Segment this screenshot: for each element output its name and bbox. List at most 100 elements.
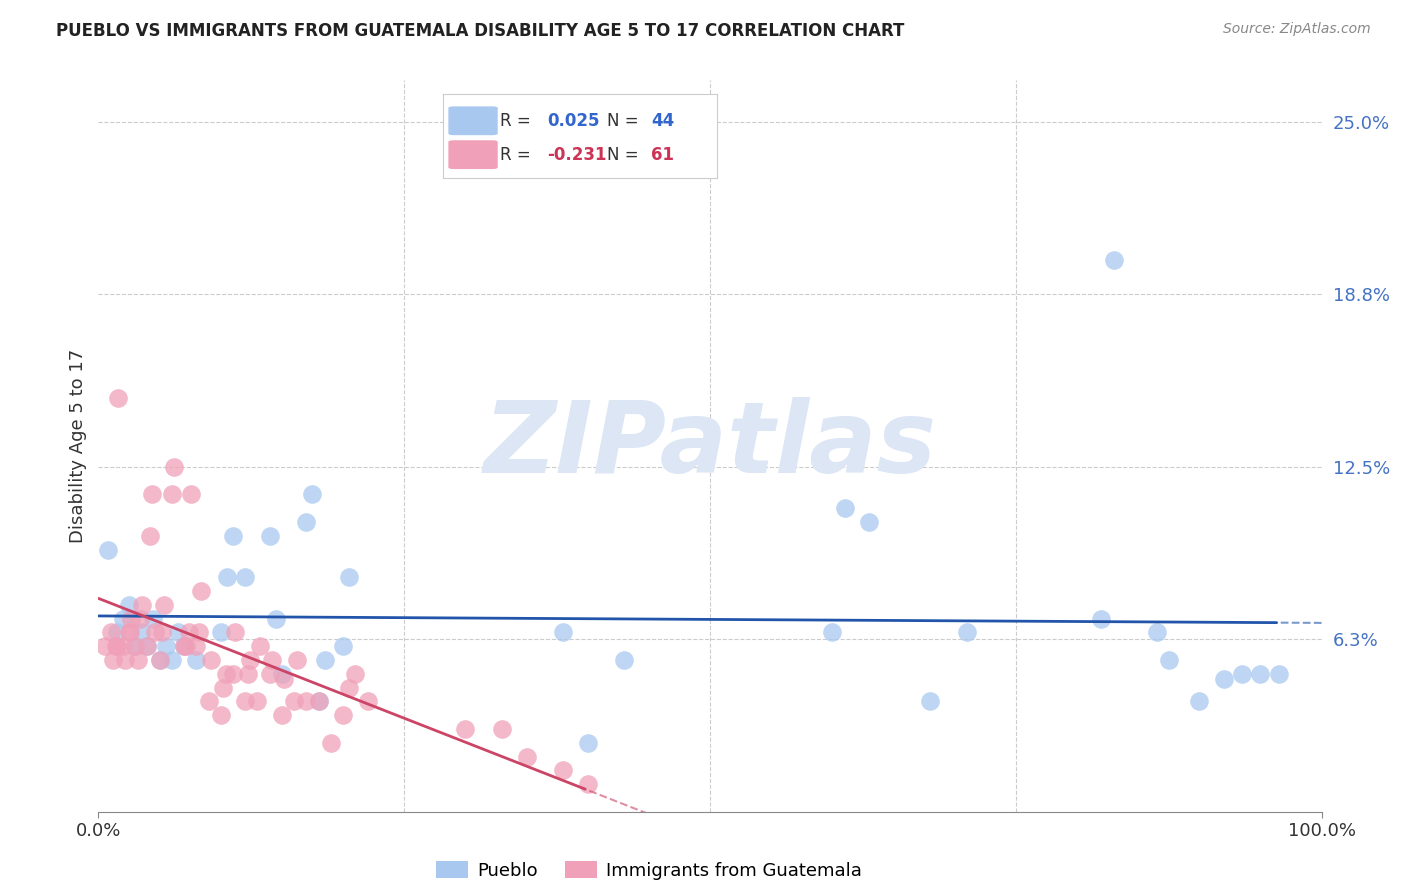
Point [270,666,294,681]
Point [246,694,269,708]
Point [314,653,336,667]
Point [233,694,256,708]
Point [515,749,537,764]
Point [821,625,844,640]
Point [149,653,172,667]
Point [160,487,183,501]
Point [858,515,880,529]
Point [197,694,219,708]
Point [920,694,942,708]
Point [337,570,360,584]
Point [118,625,141,640]
Point [285,653,308,667]
Point [153,598,176,612]
Point [180,487,202,501]
Point [956,625,979,640]
Text: 0.025: 0.025 [547,112,599,129]
Point [491,722,513,736]
Point [224,625,246,640]
Point [1188,694,1211,708]
Point [200,653,222,667]
Point [356,694,378,708]
Text: R =: R = [501,112,537,129]
Point [222,666,245,681]
Text: R =: R = [501,145,537,163]
Point [105,639,128,653]
FancyBboxPatch shape [449,106,498,136]
Point [101,653,124,667]
Point [273,672,295,686]
Point [149,653,172,667]
Point [295,515,318,529]
Point [177,625,200,640]
Point [129,611,152,625]
Point [136,639,159,653]
Point [553,625,575,640]
Point [613,653,636,667]
Point [1102,252,1125,267]
Point [212,681,235,695]
Point [114,653,136,667]
Point [131,598,153,612]
Point [141,487,163,501]
Point [104,639,127,653]
Point [176,639,198,653]
Point [209,708,232,723]
FancyBboxPatch shape [449,140,498,169]
Point [100,625,122,640]
Point [111,611,134,625]
Point [332,708,354,723]
Point [295,694,318,708]
Point [150,625,173,640]
Point [1249,666,1271,681]
Point [215,570,238,584]
Point [332,639,354,653]
Point [576,736,599,750]
Point [337,681,360,695]
Point [97,542,120,557]
Point [136,639,159,653]
Point [186,653,208,667]
Point [93,639,115,653]
Point [454,722,477,736]
Point [233,570,256,584]
Point [264,611,287,625]
Point [283,694,305,708]
Point [143,625,166,640]
Point [124,639,146,653]
Point [155,639,177,653]
Point [129,625,152,640]
Point [118,598,141,612]
Point [319,736,342,750]
Point [222,529,245,543]
Point [173,639,195,653]
Text: N =: N = [607,112,644,129]
Point [236,666,259,681]
Point [186,639,208,653]
Point [105,625,128,640]
Text: N =: N = [607,145,644,163]
Text: PUEBLO VS IMMIGRANTS FROM GUATEMALA DISABILITY AGE 5 TO 17 CORRELATION CHART: PUEBLO VS IMMIGRANTS FROM GUATEMALA DISA… [56,22,904,40]
Point [1157,653,1180,667]
Point [160,653,183,667]
Point [344,666,367,681]
Point [249,639,271,653]
Point [270,708,294,723]
Legend: Pueblo, Immigrants from Guatemala: Pueblo, Immigrants from Guatemala [429,854,869,887]
Point [301,487,323,501]
Point [308,694,330,708]
Point [308,694,330,708]
Point [142,611,165,625]
Text: -0.231: -0.231 [547,145,606,163]
Point [834,501,856,516]
Point [190,583,212,598]
Point [120,625,142,640]
Point [111,639,134,653]
Point [262,653,284,667]
Text: 61: 61 [651,145,675,163]
Point [214,666,236,681]
Point [167,625,190,640]
Point [173,639,195,653]
Point [553,764,575,778]
Text: 44: 44 [651,112,675,129]
